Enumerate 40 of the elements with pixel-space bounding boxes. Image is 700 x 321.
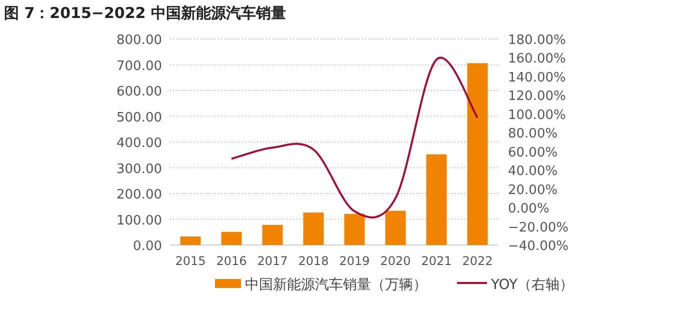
y2-tick-label: 160.00% [508,52,566,67]
y2-tick-label: 100.00% [508,108,566,123]
y-tick-label: 800.00 [116,33,162,48]
y-tick-label: 300.00 [116,162,162,177]
y2-tick-label: 80.00% [508,126,558,142]
bar [180,236,201,245]
bar [221,232,242,245]
bar [467,63,488,245]
x-tick-label: 2015 [175,254,206,268]
y2-tick-label: −40.00% [508,239,568,254]
y2-tick-label: 0.00% [508,202,550,217]
y2-tick-label: 40.00% [508,164,558,180]
y2-tick-label: 120.00% [508,89,566,104]
y-tick-label: 700.00 [116,58,162,74]
x-tick-label: 2019 [339,254,370,268]
x-tick-label: 2016 [216,254,247,268]
x-tick-label: 2020 [380,254,411,268]
y-tick-label: 0.00 [133,239,162,254]
chart-title: 图 7：2015−2022 中国新能源汽车销量 [4,4,286,22]
y2-tick-label: 140.00% [508,70,566,86]
y2-tick-label: 180.00% [508,33,566,48]
x-tick-label: 2022 [462,254,493,268]
y2-tick-label: 60.00% [508,145,558,160]
y-tick-label: 600.00 [116,84,162,100]
y-tick-label: 500.00 [116,110,162,126]
bar [303,212,324,245]
bar [385,210,406,245]
legend-label: YOY（右轴） [490,277,574,293]
legend-label: 中国新能源汽车销量（万辆） [245,277,427,293]
y-tick-label: 400.00 [116,136,162,151]
y2-tick-label: 20.00% [508,182,558,198]
y2-tick-label: −20.00% [508,220,568,236]
x-tick-label: 2021 [421,254,452,268]
bar [262,224,283,245]
bar [426,154,447,245]
y-tick-label: 100.00 [116,213,162,228]
bar [344,214,365,245]
y-tick-label: 200.00 [116,188,162,202]
x-tick-label: 2018 [298,254,329,268]
x-tick-label: 2017 [257,254,288,268]
